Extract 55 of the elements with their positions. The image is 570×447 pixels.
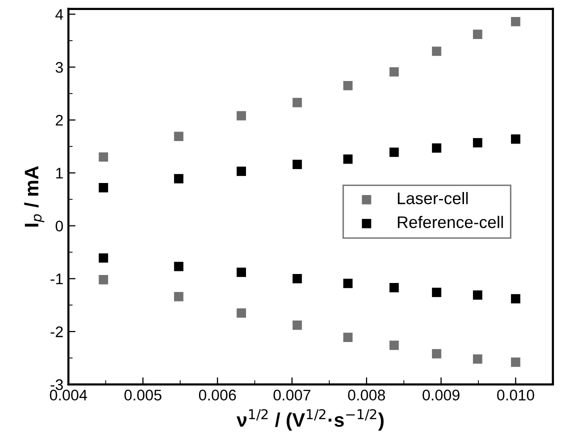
point bbox=[389, 67, 399, 77]
x-tick-label: 0.010 bbox=[497, 390, 534, 401]
y-tick-label: 1 bbox=[56, 168, 63, 178]
point bbox=[174, 132, 184, 142]
point bbox=[472, 354, 482, 364]
y-tick-label: -2 bbox=[50, 326, 63, 338]
y-tick-label: -3 bbox=[50, 379, 63, 390]
y-tick-label: -1 bbox=[50, 274, 63, 284]
point bbox=[432, 46, 442, 56]
point bbox=[432, 288, 442, 298]
point bbox=[174, 174, 184, 184]
point bbox=[472, 30, 482, 39]
x-tick-label: 0.004 bbox=[50, 390, 88, 401]
point bbox=[389, 340, 399, 350]
x-tick-label: 0.007 bbox=[274, 390, 310, 401]
point bbox=[174, 292, 184, 302]
y-tick-label: 3 bbox=[56, 62, 63, 73]
point bbox=[510, 16, 520, 26]
y-tick-label: 4 bbox=[55, 9, 64, 20]
x-tick-label: 0.005 bbox=[124, 390, 162, 401]
point bbox=[98, 152, 108, 162]
point bbox=[236, 111, 246, 120]
x-tick-label: 0.008 bbox=[348, 390, 386, 401]
point bbox=[292, 320, 302, 330]
point bbox=[389, 282, 399, 292]
point bbox=[98, 275, 108, 284]
point bbox=[343, 278, 353, 288]
point bbox=[343, 154, 353, 164]
point bbox=[292, 98, 302, 108]
point bbox=[432, 349, 442, 358]
legend-label: Laser-cell bbox=[398, 192, 468, 204]
point bbox=[472, 290, 482, 300]
point bbox=[343, 332, 353, 342]
legend-label: Reference-cell bbox=[398, 216, 503, 228]
y-tick-label: 0 bbox=[56, 220, 63, 232]
point bbox=[510, 134, 520, 144]
y-tick-label: 2 bbox=[56, 114, 63, 126]
x-tick-label: 0.009 bbox=[422, 390, 460, 401]
point bbox=[510, 294, 520, 304]
point bbox=[389, 148, 399, 157]
point bbox=[292, 160, 302, 170]
point bbox=[472, 138, 482, 148]
y-axis-title: I$_{p}$ / mA bbox=[24, 166, 44, 227]
x-axis-title: ν$^{1/2}$ / (V$^{1/2}$·s$^{−1/2}$) bbox=[236, 409, 384, 431]
point bbox=[174, 262, 184, 272]
point bbox=[510, 358, 520, 367]
x-tick-label: 0.006 bbox=[198, 390, 236, 401]
point bbox=[98, 253, 108, 263]
point bbox=[98, 183, 108, 192]
point bbox=[236, 166, 246, 176]
point bbox=[292, 274, 302, 284]
point bbox=[343, 80, 353, 90]
point bbox=[236, 308, 246, 318]
point bbox=[432, 143, 442, 153]
point bbox=[236, 268, 246, 277]
